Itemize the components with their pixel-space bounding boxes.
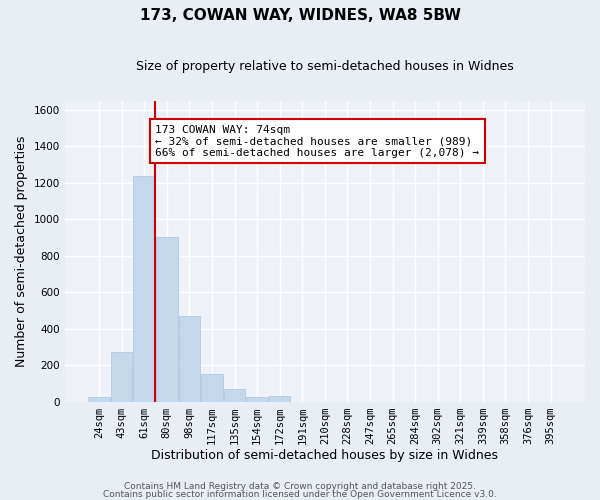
Bar <box>88 397 110 402</box>
Bar <box>269 396 290 402</box>
Text: Contains HM Land Registry data © Crown copyright and database right 2025.: Contains HM Land Registry data © Crown c… <box>124 482 476 491</box>
Bar <box>224 389 245 402</box>
Text: 173, COWAN WAY, WIDNES, WA8 5BW: 173, COWAN WAY, WIDNES, WA8 5BW <box>139 8 461 22</box>
Y-axis label: Number of semi-detached properties: Number of semi-detached properties <box>15 136 28 367</box>
Text: 173 COWAN WAY: 74sqm
← 32% of semi-detached houses are smaller (989)
66% of semi: 173 COWAN WAY: 74sqm ← 32% of semi-detac… <box>155 124 479 158</box>
Bar <box>247 397 268 402</box>
Bar <box>179 316 200 402</box>
X-axis label: Distribution of semi-detached houses by size in Widnes: Distribution of semi-detached houses by … <box>151 450 499 462</box>
Title: Size of property relative to semi-detached houses in Widnes: Size of property relative to semi-detach… <box>136 60 514 73</box>
Bar <box>133 176 155 402</box>
Bar <box>201 374 223 402</box>
Bar <box>156 238 178 402</box>
Text: Contains public sector information licensed under the Open Government Licence v3: Contains public sector information licen… <box>103 490 497 499</box>
Bar <box>111 352 133 402</box>
